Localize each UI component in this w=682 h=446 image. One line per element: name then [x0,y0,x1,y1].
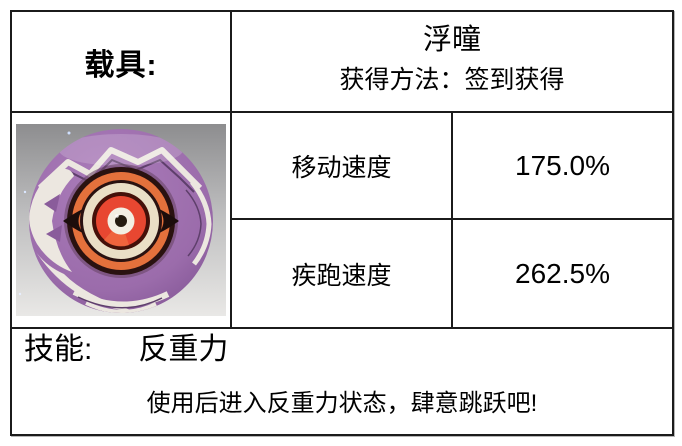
star-speck [18,292,22,296]
skill-description: 使用后进入反重力状态，肆意跳跃吧! [146,390,538,417]
skill-line: 技能: 反重力 [12,333,672,367]
tribal-pattern [29,134,212,313]
acquisition-method: 获得方法：签到获得 [339,65,565,94]
skill-cell: 技能: 反重力 使用后进入反重力状态，肆意跳跃吧! [12,329,672,434]
vehicle-name: 浮曈 [422,23,481,56]
stat-label-move-speed: 移动速度 [232,113,453,220]
star-speck [67,131,71,135]
vehicle-info-table: 载具: 浮曈 获得方法：签到获得 [10,10,674,436]
eye [63,164,179,278]
vehicle-image-cell [12,113,232,329]
skill-name: 反重力 [138,333,229,366]
star-speck [23,190,27,194]
vehicle-row-label: 载具: [12,12,232,113]
stat-label-sprint-speed: 疾跑速度 [232,220,453,329]
skill-label: 技能: [24,333,93,366]
stat-value-move-speed: 175.0% [453,113,672,220]
vehicle-header-cell: 浮曈 获得方法：签到获得 [232,12,672,113]
stat-value-sprint-speed: 262.5% [453,220,672,329]
vehicle-image [16,124,226,316]
